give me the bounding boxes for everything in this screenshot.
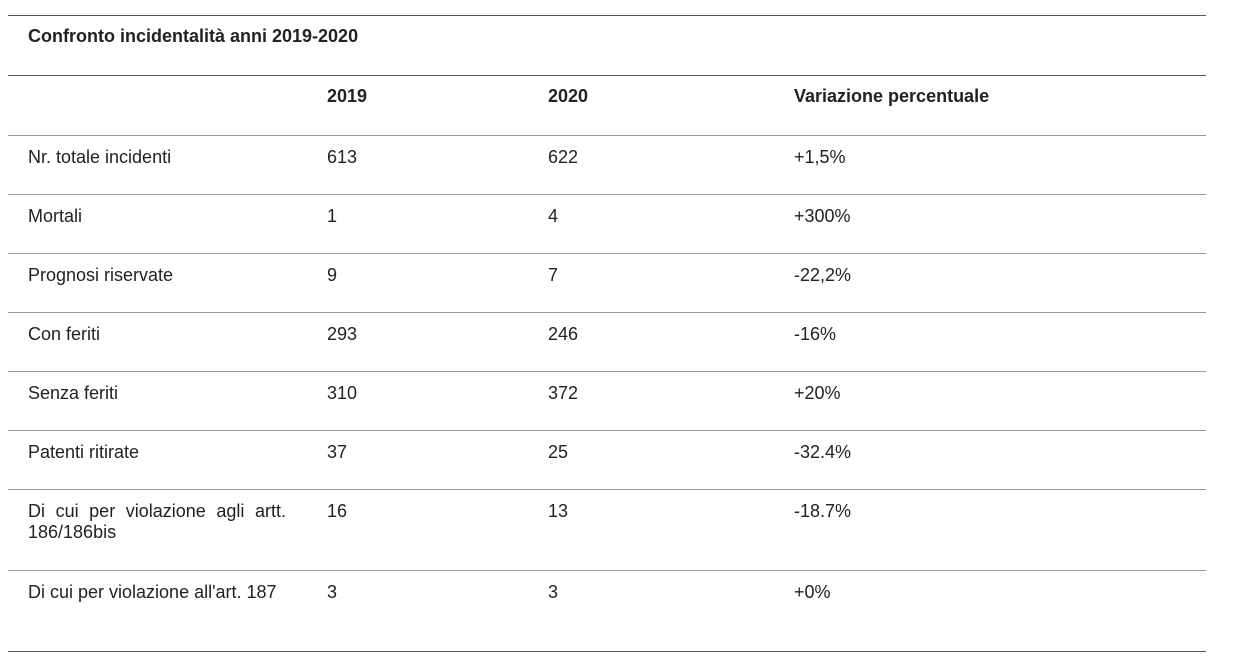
row-2019-cell: 37 <box>317 430 538 490</box>
row-label: Nr. totale incidenti <box>28 147 172 167</box>
row-label-cell: Nr. totale incidenti <box>8 135 317 195</box>
row-label-cell: Senza feriti <box>8 371 317 431</box>
row-label-cell: Di cui per violazione agli artt. 186/186… <box>8 489 317 571</box>
header-cell-2020: 2020 <box>538 75 784 136</box>
table-header-row: 2019 2020 Variazione percentuale <box>8 75 1207 136</box>
row-2020-cell: 13 <box>538 489 784 571</box>
row-2020-cell: 622 <box>538 135 784 195</box>
row-change-cell: +20% <box>784 371 1207 431</box>
header-2019: 2019 <box>327 86 368 106</box>
row-label: Di cui per violazione all'art. 187 <box>28 582 277 602</box>
row-2020-cell: 25 <box>538 430 784 490</box>
row-label: Di cui per violazione agli artt. 186/186… <box>28 501 286 542</box>
table-row: Con feriti 293 246 -16% <box>8 312 1207 372</box>
table-row: Nr. totale incidenti 613 622 +1,5% <box>8 135 1207 195</box>
row-label: Senza feriti <box>28 383 119 403</box>
row-label-cell: Mortali <box>8 194 317 254</box>
row-label-cell: Prognosi riservate <box>8 253 317 313</box>
row-2019-value: 293 <box>327 324 358 344</box>
table-row: Di cui per violazione all'art. 187 3 3 +… <box>8 570 1207 652</box>
row-2020-cell: 372 <box>538 371 784 431</box>
row-change-cell: -32.4% <box>784 430 1207 490</box>
row-change-value: +20% <box>794 383 841 403</box>
row-label-cell: Patenti ritirate <box>8 430 317 490</box>
row-change-cell: -16% <box>784 312 1207 372</box>
row-change-value: +0% <box>794 582 831 602</box>
row-change-cell: -22,2% <box>784 253 1207 313</box>
incident-comparison-table-wrapper: Confronto incidentalità anni 2019-2020 2… <box>8 15 1207 652</box>
header-cell-change: Variazione percentuale <box>784 75 1207 136</box>
row-2020-value: 4 <box>548 206 559 226</box>
row-2019-value: 9 <box>327 265 338 285</box>
row-2019-value: 16 <box>327 501 348 521</box>
table-row: Prognosi riservate 9 7 -22,2% <box>8 253 1207 313</box>
row-change-cell: +1,5% <box>784 135 1207 195</box>
table-row: Mortali 1 4 +300% <box>8 194 1207 254</box>
row-2020-value: 246 <box>548 324 579 344</box>
row-2020-value: 25 <box>548 442 569 462</box>
header-cell-label <box>8 75 317 136</box>
row-2019-cell: 613 <box>317 135 538 195</box>
table-title-row: Confronto incidentalità anni 2019-2020 <box>8 15 1207 76</box>
incident-comparison-table: Confronto incidentalità anni 2019-2020 2… <box>8 15 1207 652</box>
row-2020-cell: 7 <box>538 253 784 313</box>
row-label-cell: Di cui per violazione all'art. 187 <box>8 570 317 652</box>
row-2020-value: 7 <box>548 265 559 285</box>
row-2019-value: 310 <box>327 383 358 403</box>
table-title: Confronto incidentalità anni 2019-2020 <box>28 26 359 46</box>
row-change-value: -16% <box>794 324 837 344</box>
row-2019-cell: 16 <box>317 489 538 571</box>
row-label: Con feriti <box>28 324 101 344</box>
row-2020-value: 3 <box>548 582 559 602</box>
row-change-value: -22,2% <box>794 265 852 285</box>
table-row: Di cui per violazione agli artt. 186/186… <box>8 489 1207 571</box>
row-change-cell: +0% <box>784 570 1207 652</box>
row-2019-value: 613 <box>327 147 358 167</box>
row-label-cell: Con feriti <box>8 312 317 372</box>
header-label <box>8 76 286 86</box>
row-label: Prognosi riservate <box>28 265 174 285</box>
row-change-cell: +300% <box>784 194 1207 254</box>
header-change: Variazione percentuale <box>794 86 990 106</box>
row-2020-cell: 246 <box>538 312 784 372</box>
row-2019-cell: 293 <box>317 312 538 372</box>
row-2020-cell: 3 <box>538 570 784 652</box>
row-change-value: -18.7% <box>794 501 852 521</box>
header-2020: 2020 <box>548 86 589 106</box>
header-cell-2019: 2019 <box>317 75 538 136</box>
row-change-value: +1,5% <box>794 147 846 167</box>
row-label: Mortali <box>28 206 83 226</box>
row-change-value: -32.4% <box>794 442 852 462</box>
row-2020-value: 622 <box>548 147 579 167</box>
table-row: Patenti ritirate 37 25 -32.4% <box>8 430 1207 490</box>
row-2019-value: 1 <box>327 206 338 226</box>
row-2019-value: 3 <box>327 582 338 602</box>
row-change-cell: -18.7% <box>784 489 1207 571</box>
row-change-value: +300% <box>794 206 851 226</box>
row-2020-value: 372 <box>548 383 579 403</box>
row-2019-cell: 9 <box>317 253 538 313</box>
row-2020-value: 13 <box>548 501 569 521</box>
table-title-cell: Confronto incidentalità anni 2019-2020 <box>8 15 1207 76</box>
row-label: Patenti ritirate <box>28 442 140 462</box>
table-row: Senza feriti 310 372 +20% <box>8 371 1207 431</box>
row-2019-cell: 3 <box>317 570 538 652</box>
row-2019-cell: 310 <box>317 371 538 431</box>
row-2020-cell: 4 <box>538 194 784 254</box>
row-2019-cell: 1 <box>317 194 538 254</box>
row-2019-value: 37 <box>327 442 348 462</box>
